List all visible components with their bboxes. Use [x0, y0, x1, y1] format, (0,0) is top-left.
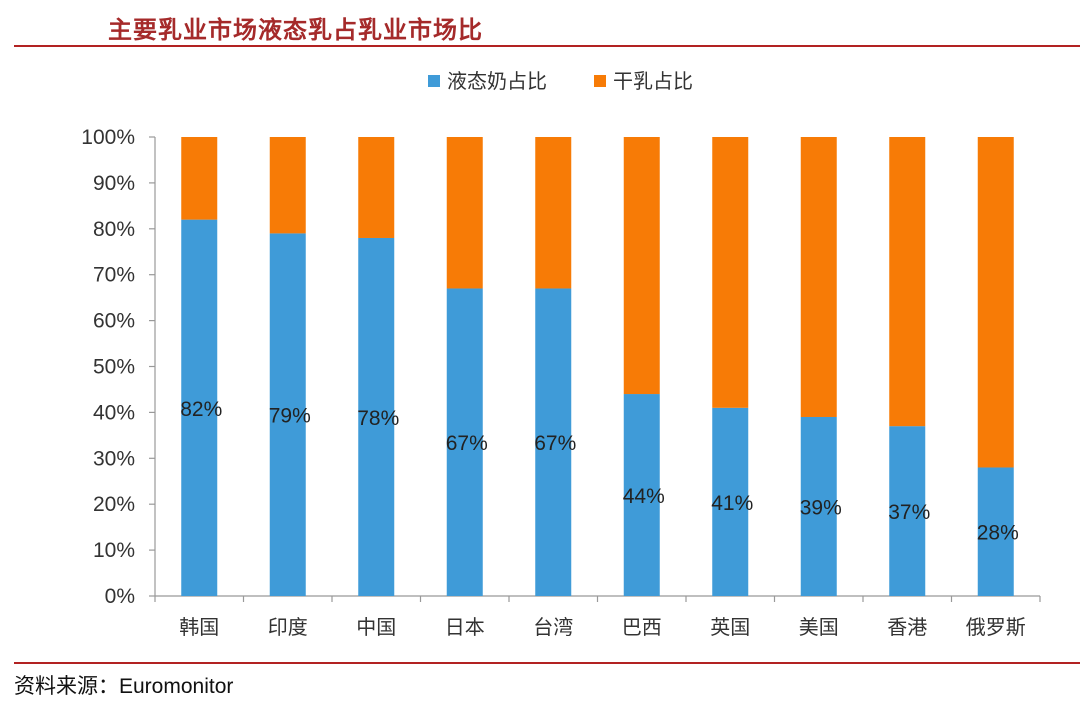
legend-swatch-liquid — [428, 75, 440, 87]
data-label: 37% — [888, 501, 930, 524]
bar-liquid-milk — [800, 416, 837, 596]
title-divider — [14, 45, 1080, 47]
data-label: 79% — [269, 405, 311, 428]
y-tick-label: 0% — [105, 585, 135, 608]
bar-dry-dairy — [623, 137, 660, 395]
y-tick-label: 10% — [93, 539, 135, 562]
data-label: 67% — [534, 432, 576, 455]
y-tick-label: 80% — [93, 218, 135, 241]
chart-title: 主要乳业市场液态乳占乳业市场比 — [108, 15, 483, 44]
bar-dry-dairy — [269, 137, 306, 234]
x-category-label: 台湾 — [533, 615, 573, 639]
x-category-label: 英国 — [710, 615, 750, 639]
data-label: 82% — [180, 398, 222, 421]
bar-liquid-milk — [623, 394, 660, 596]
bar-liquid-milk — [358, 237, 395, 597]
source-label: 资料来源： — [14, 675, 119, 698]
x-category-label: 日本 — [445, 615, 485, 639]
data-label: 41% — [711, 492, 753, 515]
bar-dry-dairy — [535, 137, 572, 289]
data-label: 44% — [623, 485, 665, 508]
y-tick-label: 90% — [93, 172, 135, 195]
y-tick-label: 20% — [93, 493, 135, 516]
bar-dry-dairy — [712, 137, 749, 408]
bar-dry-dairy — [446, 137, 483, 289]
bar-dry-dairy — [889, 137, 926, 427]
stacked-bar-chart: 0% 10% 20% 30% 40% 50% 60% 70% 80% 90% 100% 韩国 82% 印度… — [81, 69, 1041, 639]
bar-liquid-milk — [181, 219, 218, 596]
x-category-label: 俄罗斯 — [966, 615, 1026, 639]
bar-liquid-milk — [446, 288, 483, 596]
bar-dry-dairy — [358, 137, 395, 238]
y-tick-label: 100% — [81, 126, 135, 149]
footer-divider — [14, 662, 1080, 664]
bar-liquid-milk — [269, 233, 306, 596]
bar-dry-dairy — [181, 137, 218, 220]
bar-dry-dairy — [800, 137, 837, 417]
data-label: 39% — [800, 496, 842, 519]
x-category-label: 印度 — [268, 615, 308, 639]
bar-liquid-milk — [712, 407, 749, 596]
legend-swatch-dry — [594, 75, 606, 87]
data-label: 28% — [977, 522, 1019, 545]
x-category-label: 香港 — [887, 615, 927, 639]
x-category-label: 韩国 — [179, 615, 219, 639]
x-category-label: 中国 — [356, 615, 396, 639]
source-value: Euromonitor — [119, 675, 234, 698]
y-tick-label: 70% — [93, 264, 135, 287]
bar-liquid-milk — [977, 467, 1014, 596]
bar-liquid-milk — [889, 426, 926, 596]
y-tick-label: 40% — [93, 401, 135, 424]
data-label: 67% — [446, 432, 488, 455]
y-tick-label: 30% — [93, 447, 135, 470]
source-note: 资料来源：Euromonitor — [14, 670, 233, 700]
legend-label-liquid: 液态奶占比 — [447, 69, 547, 93]
x-category-label: 巴西 — [622, 615, 662, 639]
y-tick-label: 50% — [93, 356, 135, 379]
y-tick-label: 60% — [93, 310, 135, 333]
data-label: 78% — [357, 407, 399, 430]
bar-dry-dairy — [977, 137, 1014, 468]
bar-liquid-milk — [535, 288, 572, 596]
legend-label-dry: 干乳占比 — [613, 69, 693, 93]
x-category-label: 美国 — [799, 615, 839, 639]
